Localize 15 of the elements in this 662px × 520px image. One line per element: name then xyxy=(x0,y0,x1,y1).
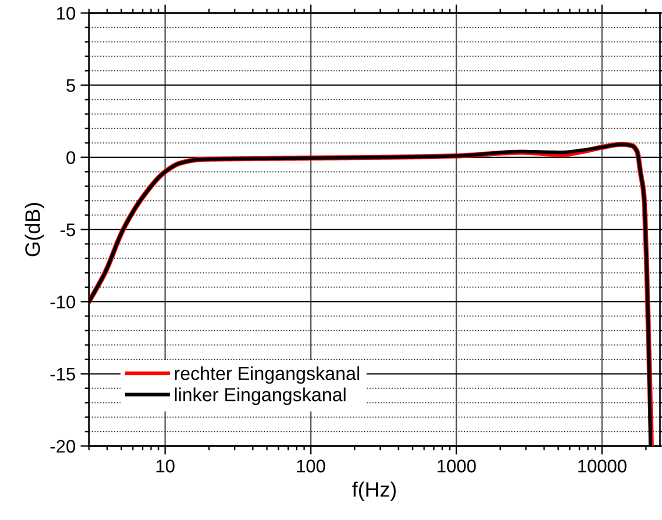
x-tick-label: 100 xyxy=(297,460,326,472)
legend-label: rechter Eingangskanal xyxy=(174,366,360,384)
x-tick-label: 10 xyxy=(156,460,174,472)
x-tick-label: 10000 xyxy=(578,460,626,472)
legend-label: linker Eingangskanal xyxy=(174,388,346,406)
y-tick-label: -5 xyxy=(60,224,76,236)
x-tick-label: 1000 xyxy=(438,460,476,472)
y-tick-label: -20 xyxy=(50,440,76,453)
y-axis-title: G(dB) xyxy=(24,203,44,256)
x-axis-title: f(Hz) xyxy=(352,482,396,501)
y-tick-label: 0 xyxy=(66,151,76,164)
y-tick-label: 10 xyxy=(57,6,76,20)
y-tick-label: -10 xyxy=(50,296,76,308)
y-tick-label: -15 xyxy=(50,368,76,381)
y-tick-label: 5 xyxy=(66,79,76,92)
